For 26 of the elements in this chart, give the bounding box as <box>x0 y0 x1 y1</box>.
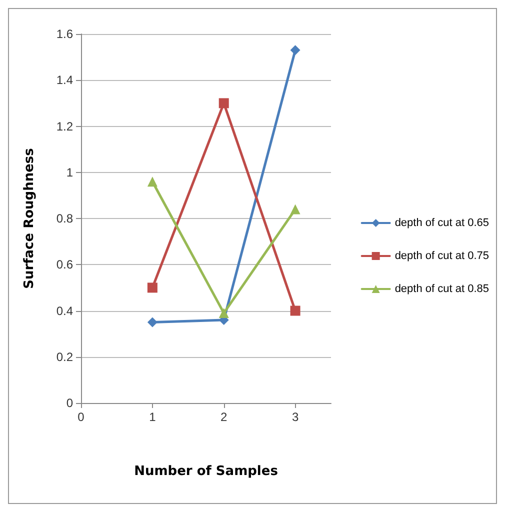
x-tick-label: 0 <box>78 410 85 424</box>
legend-label: depth of cut at 0.65 <box>394 217 490 229</box>
y-tick-label: 1.6 <box>56 27 74 41</box>
y-tick-label: 0.2 <box>56 350 74 364</box>
y-tick-label: 1.4 <box>56 73 74 88</box>
x-tick-label: 3 <box>292 410 299 424</box>
point <box>218 308 229 318</box>
x-tick-label: 2 <box>220 410 228 424</box>
point <box>290 306 300 316</box>
y-axis-title: Surface Roughness <box>22 148 37 289</box>
y-tick-label: 0 <box>66 396 74 410</box>
y-tick-label: 0.8 <box>56 212 74 226</box>
y-tick-label: 0.6 <box>56 258 74 272</box>
x-tick-label: 1 <box>149 410 156 424</box>
legend-label: depth of cut at 0.85 <box>394 283 490 295</box>
point <box>147 176 158 187</box>
point <box>147 282 158 293</box>
point <box>147 317 158 328</box>
y-tick-label: 1.2 <box>56 119 74 134</box>
y-tick-label: 1 <box>66 165 74 180</box>
point <box>290 204 300 214</box>
point <box>218 98 229 108</box>
legend-label: depth of cut at 0.75 <box>394 250 490 262</box>
y-tick-label: 0.4 <box>56 304 74 318</box>
x-axis-title: Number of Samples <box>134 464 278 479</box>
point <box>290 45 300 56</box>
